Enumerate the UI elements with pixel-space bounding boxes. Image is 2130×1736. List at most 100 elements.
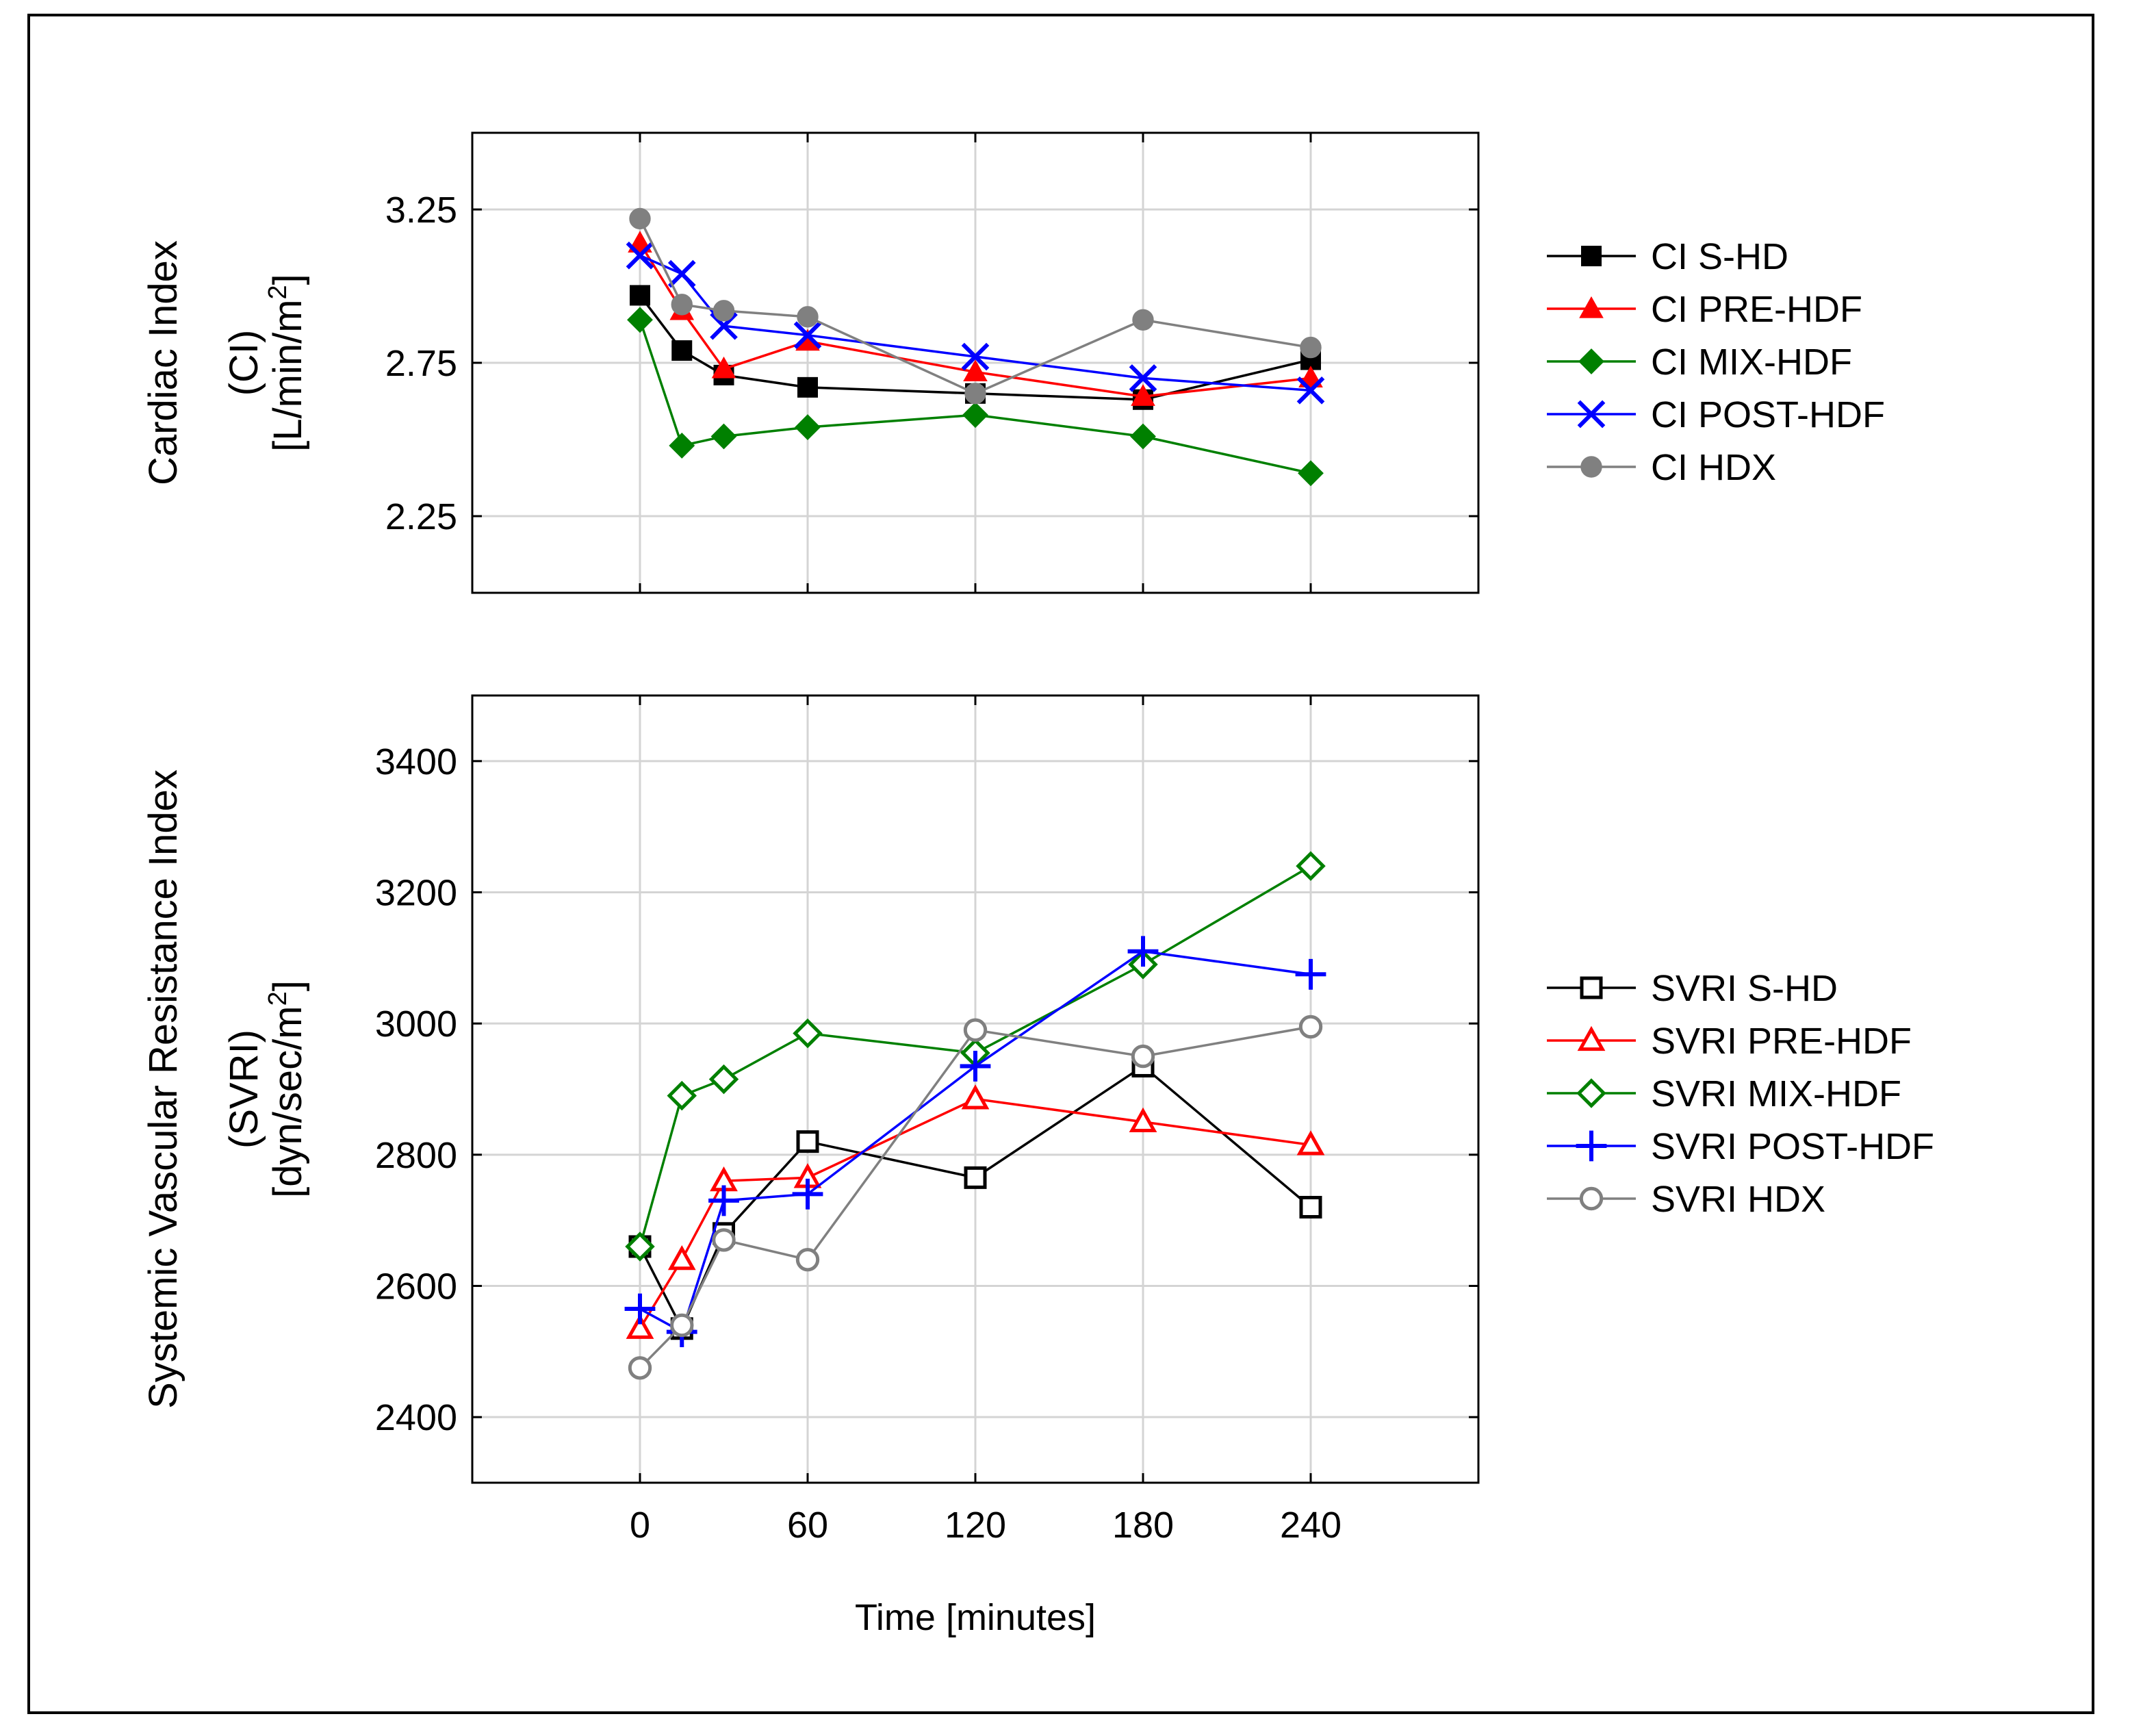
- point-ci-post-hdf: [1129, 364, 1157, 392]
- units-superscript: 2: [264, 285, 292, 299]
- series-ci-hdx: [629, 207, 1322, 405]
- units-base: [L/min/m: [266, 299, 310, 451]
- series-ci-mix-hdf: [627, 307, 1324, 487]
- point-ci-hdx: [964, 383, 986, 405]
- point-ci-mix-hdf: [669, 433, 695, 459]
- x-axis-label: Time [minutes]: [855, 1597, 1096, 1638]
- legend-marker: [1577, 1025, 1606, 1051]
- point-ci-post-hdf: [710, 311, 738, 340]
- legend-marker: [1580, 976, 1603, 999]
- point-ci-hdx: [1132, 309, 1154, 331]
- point-svri-post-hdf: [1127, 936, 1159, 967]
- y-axis-label-line: (SVRI): [222, 1030, 266, 1149]
- point-svri-hdx: [712, 1228, 736, 1252]
- legend-item-svri-pre-hdf: SVRI PRE-HDF: [1547, 1021, 1912, 1062]
- legend-item-ci-mix-hdf: CI MIX-HDF: [1547, 342, 1852, 383]
- point-ci-hdx: [629, 207, 651, 230]
- legend-marker: [1579, 1186, 1604, 1211]
- y-tick-label: 3000: [375, 1004, 457, 1045]
- point-svri-hdx: [963, 1018, 988, 1042]
- point-svri-pre-hdf: [1129, 1107, 1157, 1133]
- point-ci-hdx: [797, 306, 819, 328]
- point-svri-post-hdf: [708, 1185, 739, 1216]
- point-ci-hdx: [1300, 336, 1322, 359]
- units-superscript: 2: [264, 991, 292, 1006]
- legend-marker: [1581, 246, 1602, 266]
- point-ci-pre-hdf: [1298, 366, 1323, 387]
- legend-label: SVRI POST-HDF: [1651, 1126, 1934, 1167]
- point-svri-post-hdf: [624, 1293, 656, 1325]
- legend-marker: [1576, 1130, 1607, 1162]
- y-tick-label: 3400: [375, 741, 457, 782]
- x-tick-label: 180: [1112, 1505, 1174, 1546]
- point-svri-post-hdf: [1295, 958, 1326, 990]
- y-tick-label: 2800: [375, 1135, 457, 1176]
- legend-item-ci-post-hdf: CI POST-HDF: [1547, 394, 1885, 435]
- point-svri-mix-hdf: [1296, 851, 1326, 881]
- point-svri-post-hdf: [792, 1178, 823, 1210]
- legend-marker: [1577, 400, 1606, 429]
- legend-label: CI HDX: [1651, 447, 1776, 488]
- point-ci-post-hdf: [961, 342, 990, 371]
- point-ci-mix-hdf: [962, 402, 988, 429]
- point-ci-mix-hdf: [1298, 460, 1324, 487]
- series-ci-post-hdf: [626, 241, 1325, 405]
- point-ci-hdx: [671, 294, 693, 316]
- point-svri-hdx: [1298, 1014, 1323, 1039]
- legend-label: SVRI PRE-HDF: [1651, 1021, 1912, 1062]
- legend-item-svri-post-hdf: SVRI POST-HDF: [1547, 1126, 1934, 1167]
- series-svri-hdx: [628, 1014, 1323, 1380]
- point-svri-s-hd: [1299, 1196, 1322, 1218]
- x-tick-label: 240: [1280, 1505, 1342, 1546]
- y-axis-ticks: 2400 2600 2800 3000 3200 3400: [375, 741, 1478, 1438]
- legend-item-ci-pre-hdf: CI PRE-HDF: [1547, 289, 1862, 330]
- x-tick-label: 60: [787, 1505, 828, 1546]
- point-ci-s-hd: [797, 376, 818, 398]
- y-axis-label: Cardiac Index (CI) [L/min/m2]: [141, 240, 310, 485]
- point-svri-pre-hdf: [667, 1244, 696, 1271]
- point-ci-mix-hdf: [1130, 423, 1156, 450]
- point-ci-pre-hdf: [711, 356, 736, 379]
- y-tick-label: 2400: [375, 1397, 457, 1438]
- legend-marker: [1579, 296, 1604, 318]
- x-axis-ticks: [639, 133, 1312, 593]
- x-axis-ticks: 0 60 120 180 240: [630, 695, 1342, 1546]
- point-svri-pre-hdf: [1296, 1130, 1325, 1156]
- point-svri-hdx: [628, 1356, 652, 1380]
- y-tick-label: 3200: [375, 873, 457, 914]
- point-svri-hdx: [670, 1313, 694, 1338]
- point-svri-mix-hdf: [667, 1080, 697, 1111]
- y-axis-label-units: [dyn/sec/m2]: [264, 980, 310, 1198]
- y-tick-label: 3.25: [385, 190, 457, 231]
- legend-label: CI MIX-HDF: [1651, 342, 1852, 383]
- y-axis-ticks: 2.25 2.75 3.25: [385, 190, 1478, 537]
- point-svri-mix-hdf: [708, 1064, 739, 1095]
- point-ci-post-hdf: [626, 241, 654, 270]
- legend-marker: [1578, 348, 1604, 374]
- legend-item-svri-s-hd: SVRI S-HD: [1547, 968, 1838, 1009]
- point-ci-s-hd: [630, 285, 650, 306]
- point-ci-pre-hdf: [628, 231, 652, 253]
- series-svri-pre-hdf: [626, 1084, 1325, 1339]
- point-svri-pre-hdf: [626, 1314, 654, 1339]
- legend-item-svri-mix-hdf: SVRI MIX-HDF: [1547, 1073, 1901, 1114]
- point-ci-hdx: [713, 300, 735, 322]
- y-axis-label-units: [L/min/m2]: [264, 274, 310, 452]
- point-ci-mix-hdf: [795, 414, 821, 440]
- point-ci-post-hdf: [667, 259, 696, 288]
- units-close: ]: [266, 274, 310, 285]
- y-tick-label: 2.75: [385, 343, 457, 384]
- legend-label: CI S-HD: [1651, 236, 1788, 277]
- x-tick-label: 0: [630, 1505, 650, 1546]
- legend-label: CI PRE-HDF: [1651, 289, 1862, 330]
- point-ci-mix-hdf: [710, 423, 737, 450]
- y-axis-label-line: Cardiac Index: [141, 240, 185, 485]
- point-ci-mix-hdf: [627, 307, 653, 333]
- point-ci-pre-hdf: [963, 359, 988, 382]
- units-base: [dyn/sec/m: [266, 1006, 310, 1197]
- gridlines: [472, 695, 1478, 1483]
- point-svri-mix-hdf: [625, 1231, 655, 1262]
- figure-frame: [27, 14, 2094, 1714]
